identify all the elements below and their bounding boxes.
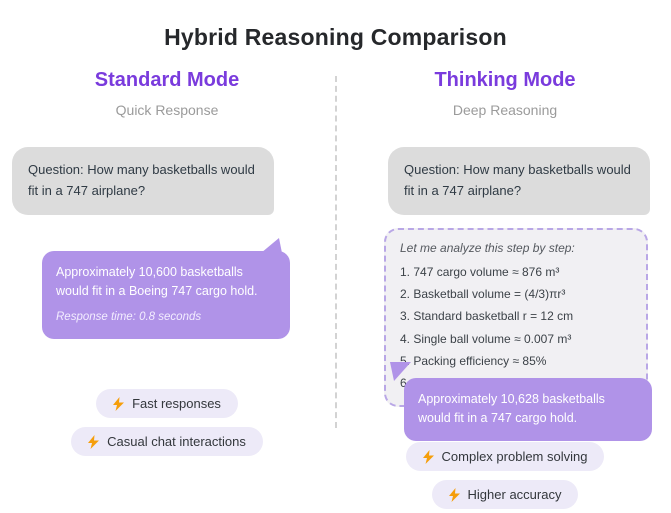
badge-label: Complex problem solving bbox=[441, 449, 588, 464]
reasoning-step: 3. Standard basketball r = 12 cm bbox=[400, 309, 574, 324]
thinking-mode-column: Thinking Mode Deep Reasoning Question: H… bbox=[340, 65, 670, 513]
thinking-answer-text: Approximately 10,628 basketballs would f… bbox=[418, 392, 605, 426]
reasoning-step: 2. Basketball volume = (4/3)πr³ bbox=[400, 287, 566, 302]
standard-answer-text: Approximately 10,600 basketballs would f… bbox=[56, 265, 258, 299]
thinking-question-bubble: Question: How many basketballs would fit… bbox=[388, 147, 650, 215]
badge-label: Fast responses bbox=[132, 396, 221, 411]
reasoning-step: 5. Packing efficiency ≈ 85% bbox=[400, 353, 547, 368]
standard-feature-badges: Fast responses Casual chat interactions bbox=[2, 389, 332, 456]
lightning-icon bbox=[88, 434, 100, 449]
reasoning-steps-box: Let me analyze this step by step: 1. 747… bbox=[384, 228, 648, 408]
badge-label: Casual chat interactions bbox=[107, 434, 246, 449]
response-time-text: Response time: 0.8 seconds bbox=[56, 310, 202, 323]
feature-badge: Complex problem solving bbox=[405, 442, 605, 471]
bubble-tail bbox=[261, 238, 282, 253]
lightning-icon bbox=[422, 449, 434, 464]
reasoning-step: 1. 747 cargo volume ≈ 876 m³ bbox=[400, 265, 560, 279]
column-divider bbox=[335, 76, 337, 428]
thinking-feature-badges: Complex problem solving Higher accuracy bbox=[340, 442, 670, 509]
thinking-mode-heading: Thinking Mode bbox=[434, 69, 576, 91]
page-title: Hybrid Reasoning Comparison bbox=[164, 24, 507, 50]
badge-label: Higher accuracy bbox=[467, 487, 562, 502]
lightning-icon bbox=[113, 396, 125, 411]
standard-mode-column: Standard Mode Quick Response Question: H… bbox=[2, 65, 332, 513]
lightning-icon bbox=[448, 487, 460, 502]
bubble-tail bbox=[390, 362, 411, 381]
reasoning-intro: Let me analyze this step by step: bbox=[400, 241, 575, 255]
feature-badge: Higher accuracy bbox=[431, 480, 579, 509]
reasoning-step: 4. Single ball volume ≈ 0.007 m³ bbox=[400, 331, 572, 346]
standard-mode-subheading: Quick Response bbox=[115, 102, 219, 118]
standard-mode-heading: Standard Mode bbox=[94, 69, 240, 91]
feature-badge: Casual chat interactions bbox=[71, 427, 263, 456]
feature-badge: Fast responses bbox=[96, 389, 238, 418]
standard-answer-bubble: Approximately 10,600 basketballs would f… bbox=[42, 238, 290, 339]
thinking-answer-bubble: Approximately 10,628 basketballs would f… bbox=[390, 362, 652, 441]
thinking-mode-subheading: Deep Reasoning bbox=[452, 102, 558, 118]
standard-question-bubble: Question: How many basketballs would fit… bbox=[12, 147, 274, 215]
